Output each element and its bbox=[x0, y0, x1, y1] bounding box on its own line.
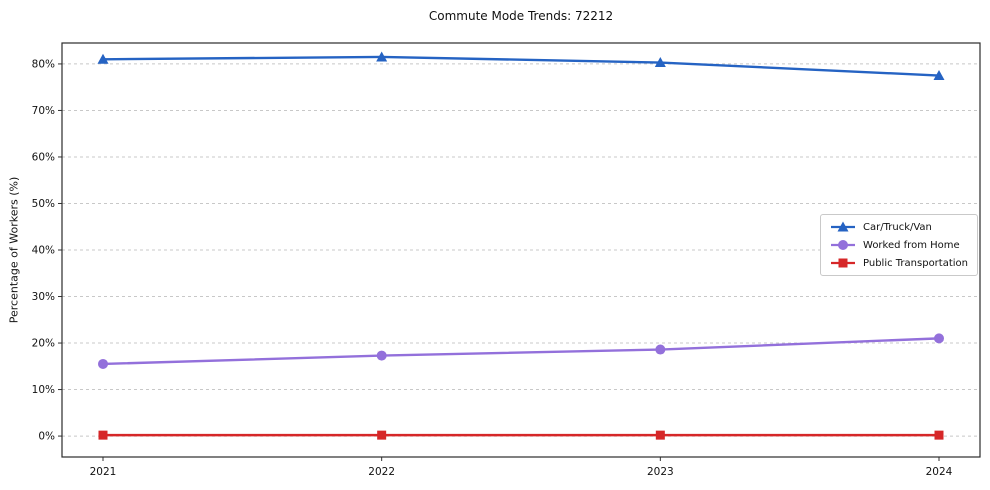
svg-text:10%: 10% bbox=[32, 384, 55, 396]
chart-title: Commute Mode Trends: 72212 bbox=[428, 9, 614, 23]
svg-text:30%: 30% bbox=[32, 291, 55, 303]
svg-text:2023: 2023 bbox=[647, 466, 674, 478]
svg-text:70%: 70% bbox=[32, 105, 55, 117]
svg-text:50%: 50% bbox=[32, 198, 55, 210]
legend-item-car-truck-van: Car/Truck/Van bbox=[830, 221, 968, 233]
svg-text:60%: 60% bbox=[32, 151, 55, 163]
svg-text:20%: 20% bbox=[32, 338, 55, 350]
svg-text:2021: 2021 bbox=[90, 466, 117, 478]
legend: Car/Truck/Van Worked from Home Public Tr… bbox=[820, 214, 978, 276]
legend-marker-triangle-icon bbox=[831, 221, 856, 232]
legend-label: Car/Truck/Van bbox=[863, 221, 932, 233]
svg-text:0%: 0% bbox=[38, 431, 55, 443]
legend-marker-square-icon bbox=[831, 258, 856, 268]
legend-label: Worked from Home bbox=[863, 239, 960, 251]
legend-marker-circle-icon bbox=[831, 240, 856, 250]
svg-text:80%: 80% bbox=[32, 58, 55, 70]
legend-label: Public Transportation bbox=[863, 257, 968, 269]
svg-text:2024: 2024 bbox=[926, 466, 953, 478]
legend-item-worked-from-home: Worked from Home bbox=[830, 239, 968, 251]
svg-text:40%: 40% bbox=[32, 245, 55, 257]
legend-item-public-transportation: Public Transportation bbox=[830, 257, 968, 269]
svg-text:2022: 2022 bbox=[368, 466, 395, 478]
